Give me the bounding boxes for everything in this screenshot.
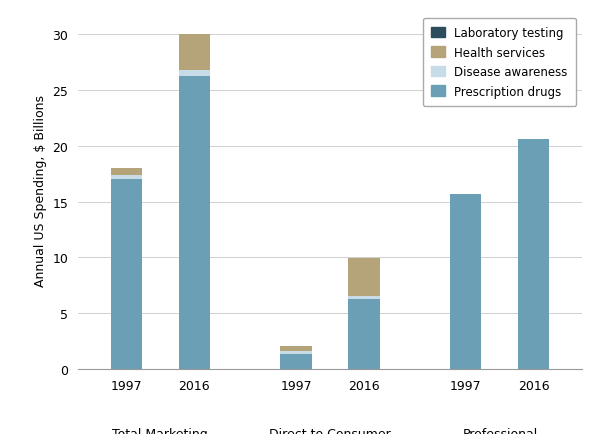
Bar [518,140,550,369]
Bar [110,180,142,369]
Bar [179,71,209,76]
Bar [349,296,380,299]
Y-axis label: Annual US Spending, $ Billions: Annual US Spending, $ Billions [34,95,47,287]
Bar [179,35,209,71]
Bar [280,355,311,369]
Text: Total Marketing: Total Marketing [112,427,208,434]
Text: Professional: Professional [462,427,538,434]
Bar [349,299,380,369]
Bar [451,194,481,369]
Bar [179,76,209,369]
Text: Direct to Consumer: Direct to Consumer [269,427,391,434]
Bar [280,351,311,355]
Bar [280,347,311,351]
Bar [110,169,142,175]
Bar [110,175,142,180]
Bar [349,259,380,296]
Legend: Laboratory testing, Health services, Disease awareness, Prescription drugs: Laboratory testing, Health services, Dis… [422,19,576,107]
